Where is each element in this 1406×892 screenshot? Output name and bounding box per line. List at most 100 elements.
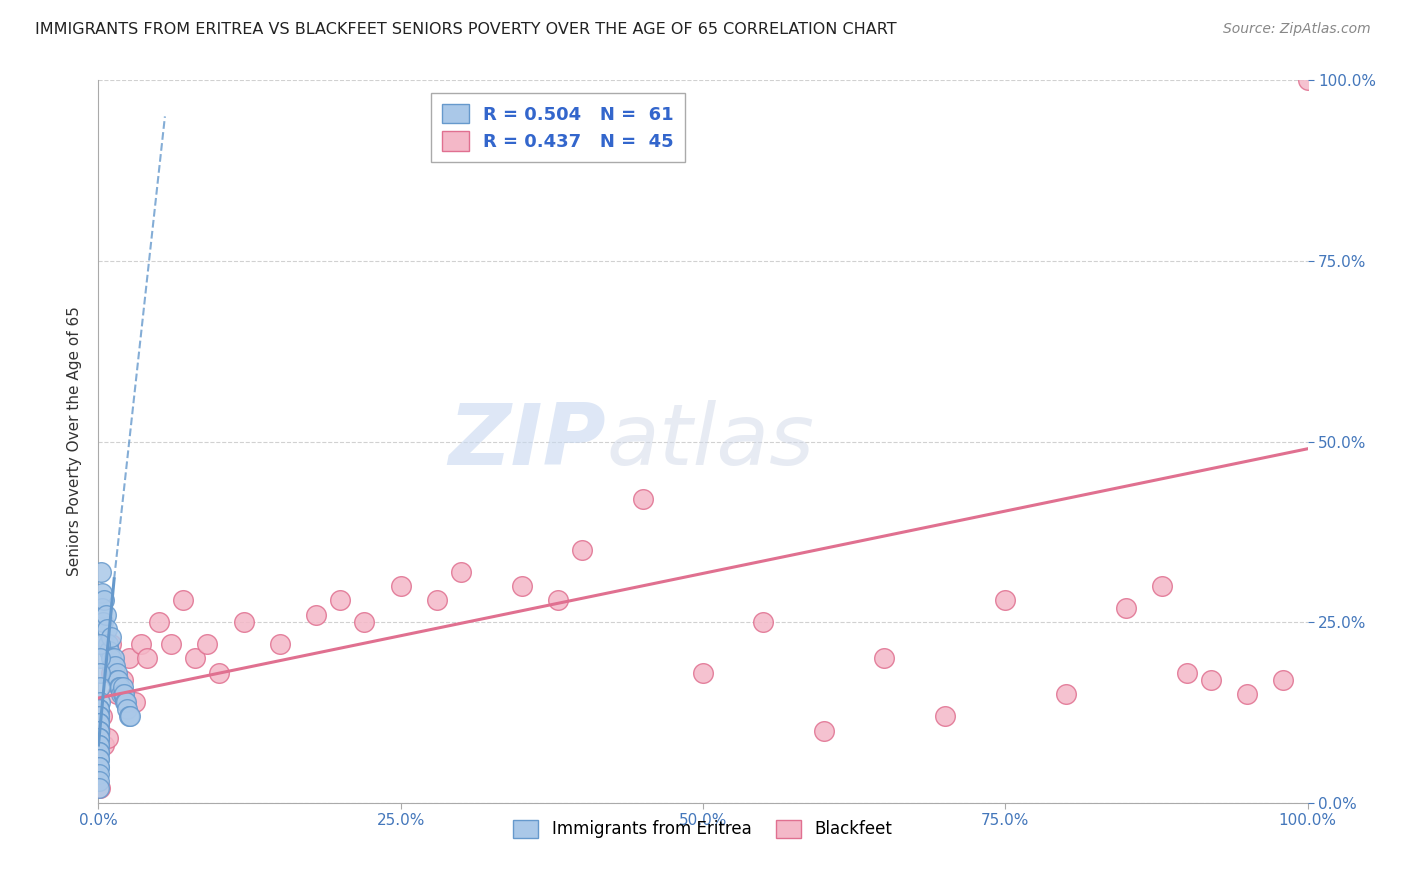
Point <box>269 637 291 651</box>
Point <box>1054 687 1077 701</box>
Point <box>87 752 110 766</box>
Point <box>1296 73 1319 87</box>
Point <box>108 680 131 694</box>
Point <box>87 738 110 752</box>
Point <box>91 709 114 723</box>
Point <box>93 637 115 651</box>
Point <box>184 651 207 665</box>
Point <box>87 716 110 731</box>
Point <box>353 615 375 630</box>
Point <box>87 716 110 731</box>
Point <box>94 607 117 622</box>
Point <box>89 781 111 796</box>
Point <box>571 542 593 557</box>
Point <box>1199 673 1222 687</box>
Point <box>87 723 110 738</box>
Point <box>91 615 114 630</box>
Point <box>89 723 111 738</box>
Point <box>111 687 134 701</box>
Point <box>426 593 449 607</box>
Point <box>105 673 128 687</box>
Point <box>87 738 110 752</box>
Point <box>87 767 110 781</box>
Point <box>87 709 110 723</box>
Point <box>87 745 110 759</box>
Point <box>97 731 120 745</box>
Text: ZIP: ZIP <box>449 400 606 483</box>
Point <box>118 651 141 665</box>
Point <box>103 651 125 665</box>
Point <box>1115 600 1137 615</box>
Point <box>87 702 110 716</box>
Point <box>111 673 134 687</box>
Point <box>160 637 183 651</box>
Point <box>87 745 110 759</box>
Point <box>87 731 110 745</box>
Point <box>195 637 218 651</box>
Y-axis label: Seniors Poverty Over the Age of 65: Seniors Poverty Over the Age of 65 <box>67 307 83 576</box>
Point <box>115 695 138 709</box>
Point <box>87 731 110 745</box>
Point <box>108 680 131 694</box>
Point <box>87 731 110 745</box>
Point <box>112 687 135 701</box>
Point <box>232 615 254 630</box>
Point <box>450 565 472 579</box>
Point <box>89 695 111 709</box>
Point <box>124 695 146 709</box>
Point <box>87 760 110 774</box>
Point <box>93 738 115 752</box>
Point <box>135 651 157 665</box>
Point <box>752 615 775 630</box>
Text: Source: ZipAtlas.com: Source: ZipAtlas.com <box>1223 22 1371 37</box>
Point <box>105 665 128 680</box>
Point <box>510 579 533 593</box>
Point <box>98 644 121 658</box>
Text: atlas: atlas <box>606 400 814 483</box>
Point <box>118 709 141 723</box>
Point <box>208 665 231 680</box>
Point <box>93 593 115 607</box>
Point <box>87 760 110 774</box>
Point <box>87 752 110 766</box>
Point <box>114 695 136 709</box>
Point <box>1236 687 1258 701</box>
Point <box>100 630 122 644</box>
Point <box>90 565 112 579</box>
Point <box>87 709 110 723</box>
Text: IMMIGRANTS FROM ERITREA VS BLACKFEET SENIORS POVERTY OVER THE AGE OF 65 CORRELAT: IMMIGRANTS FROM ERITREA VS BLACKFEET SEN… <box>35 22 897 37</box>
Point <box>118 709 141 723</box>
Point <box>105 687 128 701</box>
Point <box>1152 579 1174 593</box>
Point <box>96 623 118 637</box>
Point <box>87 709 110 723</box>
Point <box>101 665 124 680</box>
Point <box>87 716 110 731</box>
Point <box>97 637 120 651</box>
Point <box>117 702 139 716</box>
Point <box>89 680 111 694</box>
Point <box>129 637 152 651</box>
Point <box>100 637 122 651</box>
Point <box>87 774 110 789</box>
Point <box>107 673 129 687</box>
Point <box>692 665 714 680</box>
Point <box>873 651 896 665</box>
Point <box>994 593 1017 607</box>
Point <box>1272 673 1295 687</box>
Point <box>172 593 194 607</box>
Point <box>813 723 835 738</box>
Point <box>87 702 110 716</box>
Point <box>87 723 110 738</box>
Point <box>91 586 114 600</box>
Point <box>110 687 132 701</box>
Point <box>631 492 654 507</box>
Point <box>89 637 111 651</box>
Point <box>111 680 134 694</box>
Point <box>389 579 412 593</box>
Point <box>100 665 122 680</box>
Point <box>1175 665 1198 680</box>
Legend: Immigrants from Eritrea, Blackfeet: Immigrants from Eritrea, Blackfeet <box>506 813 900 845</box>
Point <box>329 593 352 607</box>
Point <box>100 658 122 673</box>
